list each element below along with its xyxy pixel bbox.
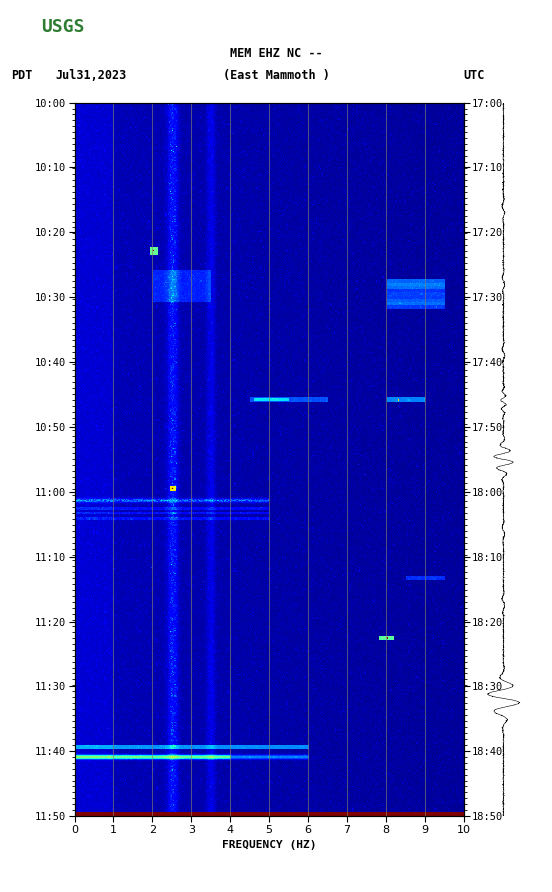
Text: UTC: UTC <box>464 70 485 82</box>
Text: (East Mammoth ): (East Mammoth ) <box>222 70 330 82</box>
Text: MEM EHZ NC --: MEM EHZ NC -- <box>230 47 322 60</box>
Text: PDT: PDT <box>11 70 33 82</box>
Text: Jul31,2023: Jul31,2023 <box>55 70 126 82</box>
Text: USGS: USGS <box>41 18 85 36</box>
Polygon shape <box>6 19 36 40</box>
X-axis label: FREQUENCY (HZ): FREQUENCY (HZ) <box>222 840 316 850</box>
